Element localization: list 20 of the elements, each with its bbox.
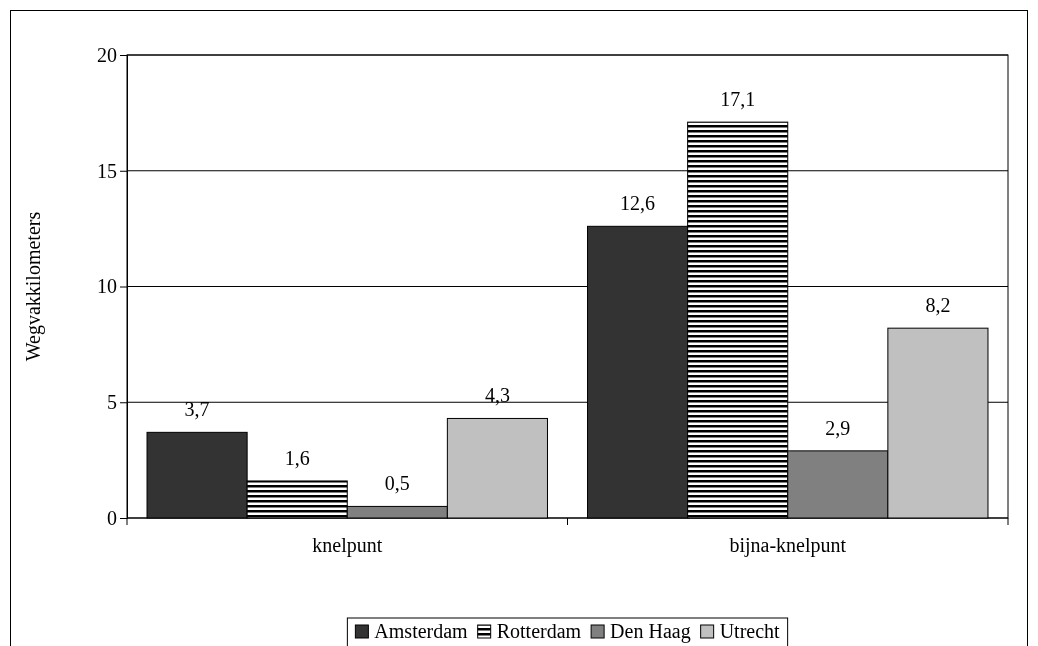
- legend-label: Den Haag: [610, 620, 691, 643]
- data-label: 17,1: [720, 88, 756, 111]
- data-label: 2,9: [825, 416, 851, 439]
- data-label: 3,7: [184, 398, 210, 421]
- legend-label: Rotterdam: [496, 620, 582, 642]
- data-label: 4,3: [484, 384, 510, 407]
- y-tick-label: 20: [97, 43, 117, 66]
- y-tick-label: 10: [97, 275, 117, 298]
- legend-label: Amsterdam: [374, 620, 469, 642]
- data-label: 8,2: [925, 294, 951, 317]
- y-tick-label: 15: [97, 159, 117, 182]
- x-tick-label: knelpunt: [312, 534, 383, 558]
- data-label: 0,5: [384, 472, 410, 495]
- x-tick-label: bijna-knelpunt: [729, 534, 847, 558]
- data-label: 1,6: [284, 446, 310, 469]
- y-axis-title: Wegvakkilometers: [22, 211, 45, 362]
- y-tick-label: 0: [107, 506, 117, 529]
- y-tick-label: 5: [107, 391, 117, 414]
- legend-label: Utrecht: [719, 620, 781, 642]
- data-label: 12,6: [620, 192, 656, 215]
